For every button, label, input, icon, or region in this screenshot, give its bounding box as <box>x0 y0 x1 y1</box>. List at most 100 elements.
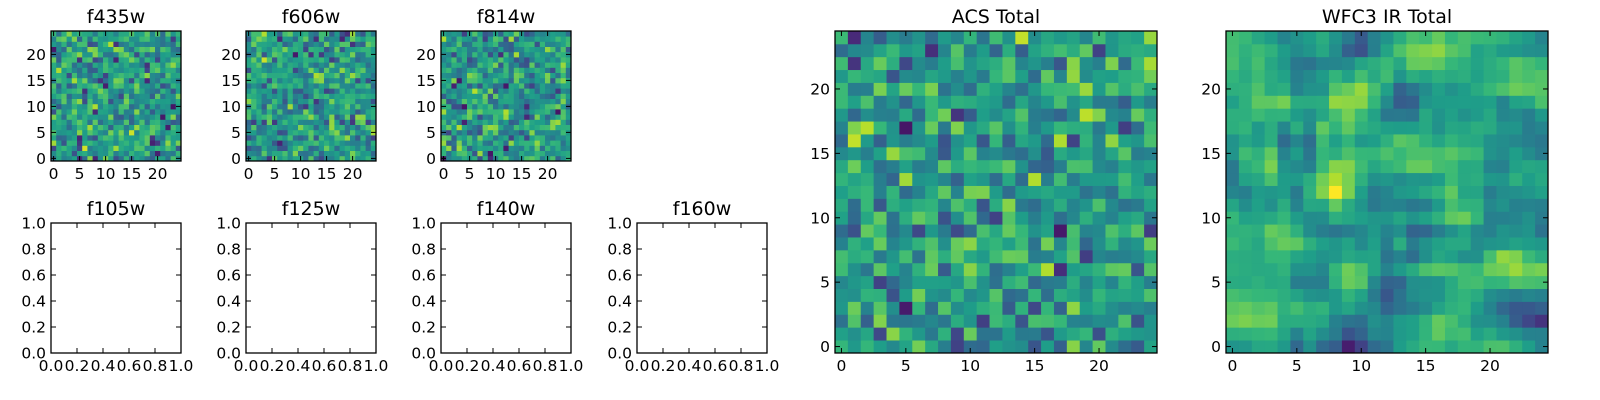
heatmap-cell <box>1251 172 1266 186</box>
heatmap-cell <box>355 109 361 115</box>
heatmap-cell <box>508 57 515 63</box>
heatmap-cell <box>251 114 257 120</box>
heatmap-cell <box>835 134 849 148</box>
heatmap-cell <box>950 185 965 199</box>
heatmap-cell <box>835 159 849 174</box>
heatmap-cell <box>550 93 556 99</box>
heatmap-cell <box>847 159 862 174</box>
heatmap-cell <box>493 62 499 68</box>
heatmap-cell <box>477 103 483 110</box>
heatmap-cell <box>51 62 57 68</box>
heatmap-cell <box>477 119 483 125</box>
heatmap-cell <box>1041 198 1055 212</box>
heatmap-cell <box>303 31 309 37</box>
heatmap-cell <box>1144 121 1158 135</box>
heatmap-cell <box>1470 185 1484 199</box>
heatmap-cell <box>1290 108 1304 122</box>
heatmap-cell <box>287 77 294 84</box>
heatmap-cell <box>266 93 273 99</box>
heatmap-cell <box>989 95 1003 109</box>
heatmap-cell <box>1367 172 1381 186</box>
heatmap-cell <box>92 124 99 131</box>
heatmap-cell <box>149 124 156 131</box>
heatmap-cell <box>308 103 314 110</box>
heatmap-cell <box>1238 314 1253 328</box>
heatmap-cell <box>1509 134 1523 148</box>
heatmap-cell <box>912 146 926 161</box>
heatmap-cell <box>1354 237 1369 251</box>
heatmap-cell <box>482 119 489 125</box>
heatmap-cell <box>71 114 78 120</box>
heatmap-cell <box>1066 237 1081 251</box>
heatmap-cell <box>1277 211 1291 225</box>
heatmap-cell <box>160 83 166 89</box>
heatmap-cell <box>1015 224 1029 238</box>
heatmap-cell <box>847 275 862 289</box>
heatmap-cell <box>963 249 978 264</box>
heatmap-cell <box>1457 31 1472 45</box>
heatmap-cell <box>365 31 372 37</box>
heatmap-cell <box>1079 69 1093 83</box>
heatmap-cell <box>534 135 541 141</box>
heatmap-cell <box>847 43 862 58</box>
heatmap-cell <box>92 77 99 84</box>
axes-frame <box>440 30 572 162</box>
heatmap-cell <box>118 67 125 73</box>
heatmap-cell <box>925 121 939 135</box>
heatmap-cell <box>292 145 299 151</box>
heatmap-cell <box>519 135 525 141</box>
heatmap-cell <box>925 134 939 148</box>
heatmap-cell <box>1105 327 1119 341</box>
heatmap-cell <box>298 98 304 105</box>
heatmap-cell <box>976 95 990 109</box>
heatmap-cell <box>472 103 478 110</box>
heatmap-cell <box>899 262 913 277</box>
heatmap-cell <box>1341 31 1356 45</box>
heatmap-cell <box>134 98 140 105</box>
heatmap-cell <box>246 93 252 99</box>
heatmap-cell <box>339 57 346 63</box>
heatmap-cell <box>1028 301 1042 315</box>
heatmap-cell <box>1226 340 1240 354</box>
heatmap-cell <box>472 93 478 99</box>
heatmap-cell <box>92 88 99 94</box>
heatmap-cell <box>292 155 299 162</box>
heatmap-cell <box>292 140 299 146</box>
heatmap-cell <box>365 119 372 125</box>
heatmap-cell <box>256 57 262 63</box>
heatmap-cell <box>550 77 556 84</box>
heatmap-cell <box>329 31 335 37</box>
heatmap-cell <box>1496 121 1510 135</box>
heatmap-cell <box>1457 340 1472 354</box>
heatmap-cell <box>1444 56 1459 71</box>
heatmap-cell <box>350 150 356 157</box>
heatmap-cell <box>56 77 62 84</box>
heatmap-cell <box>1535 146 1549 161</box>
heatmap-cell <box>886 31 900 45</box>
heatmap-cell <box>360 140 366 146</box>
heatmap-cell <box>61 36 67 42</box>
heatmap-cell <box>170 119 177 125</box>
heatmap-cell <box>1483 172 1497 186</box>
heatmap-cell <box>477 62 483 68</box>
heatmap-cell <box>56 119 62 125</box>
heatmap-cell <box>1509 198 1523 212</box>
heatmap-cell <box>1470 69 1484 83</box>
heatmap-cell <box>899 275 913 289</box>
heatmap-cell <box>503 51 509 58</box>
heatmap-cell <box>1303 211 1317 225</box>
heatmap-cell <box>334 155 340 162</box>
heatmap-cell <box>1238 288 1253 302</box>
heatmap-cell <box>1079 211 1093 225</box>
heatmap-cell <box>303 83 309 89</box>
heatmap-cell <box>170 51 177 58</box>
heatmap-cell <box>256 36 262 42</box>
heatmap-cell <box>847 134 862 148</box>
subplot-f125w: 0.0 0.2 0.4 0.6 0.8 1.00.00.20.40.60.81.0f125… <box>216 198 388 375</box>
heatmap-cell <box>446 135 452 141</box>
heatmap-cell <box>963 146 978 161</box>
heatmap-cell <box>1105 121 1119 135</box>
heatmap-cell <box>292 72 299 79</box>
heatmap-cell <box>1444 340 1459 354</box>
heatmap-cell <box>560 72 567 79</box>
